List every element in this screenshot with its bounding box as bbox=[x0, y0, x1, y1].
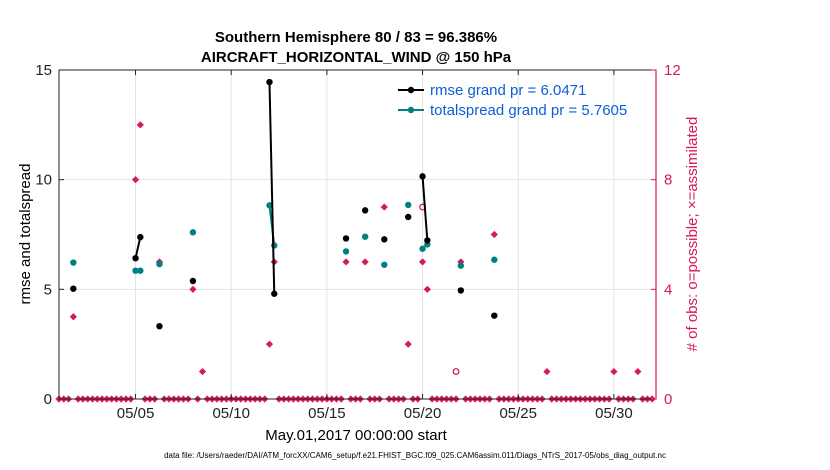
spread-point bbox=[189, 229, 197, 236]
rmse-point bbox=[70, 285, 77, 292]
rmse-line bbox=[268, 82, 276, 294]
rmse-point bbox=[457, 287, 465, 294]
obs-assimilated-marker bbox=[490, 230, 498, 239]
spread-point bbox=[271, 242, 278, 249]
obs-assimilated-marker bbox=[361, 258, 369, 266]
spread-point bbox=[419, 245, 426, 252]
legend-spread-marker bbox=[407, 106, 415, 114]
spread-point bbox=[156, 260, 163, 268]
y-right-tick-label: 4 bbox=[664, 281, 672, 298]
legend-spread-label: totalspread grand pr = 5.7605 bbox=[430, 102, 627, 119]
obs-assimilated-marker bbox=[418, 258, 427, 266]
obs-assimilated-marker bbox=[380, 203, 388, 211]
rmse-line bbox=[134, 236, 142, 259]
obs-assimilated-marker bbox=[342, 258, 350, 266]
rmse-point bbox=[266, 78, 273, 86]
y-left-tick-label: 5 bbox=[44, 281, 52, 298]
obs-assimilated-marker bbox=[189, 285, 197, 293]
spread-point bbox=[491, 256, 498, 263]
rmse-point bbox=[342, 235, 350, 242]
x-tick-label: 05/20 bbox=[404, 405, 442, 422]
rmse-point bbox=[381, 236, 388, 243]
rmse-point bbox=[424, 237, 431, 244]
legend-rmse-marker bbox=[407, 86, 415, 94]
x-tick-label: 05/25 bbox=[499, 405, 537, 422]
chart-title-line-2: AIRCRAFT_HORIZONTAL_WIND @ 150 hPa bbox=[201, 49, 512, 66]
y-right-tick-label: 0 bbox=[664, 391, 672, 408]
rmse-point bbox=[361, 207, 369, 214]
rmse-point bbox=[132, 254, 139, 262]
y-right-tick-label: 12 bbox=[664, 62, 681, 79]
x-tick-label: 05/05 bbox=[117, 405, 155, 422]
obs-assimilated-marker bbox=[457, 258, 465, 266]
legend: rmse grand pr = 6.0471 totalspread grand… bbox=[398, 82, 627, 119]
x-tick-label: 05/10 bbox=[212, 405, 250, 422]
y-left-tick-label: 10 bbox=[35, 172, 52, 189]
data-file-footnote: data file: /Users/raeder/DAI/ATM_forcXX/… bbox=[164, 451, 666, 460]
obs-possible-marker bbox=[452, 368, 460, 376]
legend-rmse-label: rmse grand pr = 6.0471 bbox=[430, 82, 586, 99]
axis-ticks: 05/05 05/10 05/15 05/20 05/25 05/30 0 5 10 15 0 4 8 1… bbox=[35, 62, 680, 422]
x-tick-label: 05/30 bbox=[595, 405, 633, 422]
y-right-tick-label: 8 bbox=[664, 172, 672, 189]
rmse-line bbox=[421, 176, 429, 241]
obs-assimilated-marker bbox=[265, 340, 274, 348]
x-tick-label: 05/15 bbox=[308, 405, 346, 422]
spread-point bbox=[457, 262, 465, 269]
y-left-tick-label: 0 bbox=[44, 391, 52, 408]
y-left-tick-label: 15 bbox=[35, 62, 52, 79]
y-axis-label-right: # of obs: o=possible; ×=assimilated bbox=[684, 117, 701, 352]
grid bbox=[59, 69, 656, 400]
obs-assimilated-marker bbox=[543, 367, 551, 376]
spread-point bbox=[361, 233, 369, 240]
spread-point bbox=[405, 201, 412, 209]
y-axis-label-left: rmse and totalspread bbox=[17, 164, 34, 305]
x-axis-label: May.01,2017 00:00:00 start bbox=[265, 427, 447, 444]
spread-point bbox=[381, 261, 388, 268]
rmse-point bbox=[137, 233, 144, 241]
rmse-point bbox=[189, 277, 197, 285]
obs-assimilated-marker bbox=[131, 176, 140, 184]
rmse-point bbox=[156, 322, 163, 330]
obs-assimilated-marker bbox=[610, 367, 618, 376]
rmse-point bbox=[405, 213, 412, 221]
spread-point bbox=[132, 267, 139, 274]
spread-point bbox=[342, 248, 350, 255]
obs-assimilated-marker bbox=[69, 313, 77, 321]
obs-assimilated-marker bbox=[423, 285, 431, 293]
spread-point bbox=[266, 202, 273, 209]
rmse-point bbox=[271, 290, 278, 297]
obs-assimilated-marker bbox=[136, 121, 144, 129]
rmse-point bbox=[491, 312, 498, 319]
obs-assimilated-marker bbox=[198, 367, 207, 376]
rmse-point bbox=[419, 173, 426, 180]
chart-title-line-1: Southern Hemisphere 80 / 83 = 96.386% bbox=[215, 29, 497, 46]
spread-point bbox=[70, 259, 77, 266]
obs-assimilated-marker bbox=[634, 367, 642, 376]
plot-frame bbox=[58, 69, 657, 400]
obs-assimilated-marker bbox=[404, 340, 412, 348]
plot-marks bbox=[55, 78, 656, 403]
spread-point bbox=[137, 267, 144, 274]
